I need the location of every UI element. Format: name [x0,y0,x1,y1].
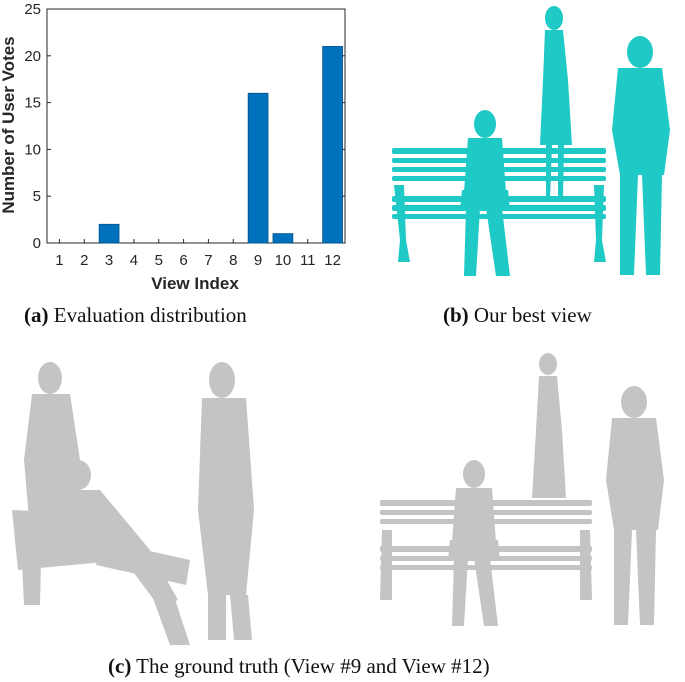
x-tick-labels: 1 2 3 4 5 6 7 8 9 10 11 12 [55,252,341,269]
x-tick-label: 4 [130,252,138,269]
y-tick-label: 0 [33,235,41,252]
x-tick-label: 11 [300,252,316,269]
seated-woman-shape [460,110,510,276]
y-tick-label: 15 [24,95,41,112]
x-tick-label: 6 [179,252,187,269]
chart-bars [98,46,343,244]
bar-view-3 [98,223,120,244]
x-tick-label: 2 [80,252,88,269]
x-tick-label: 7 [204,252,212,269]
x-tick-label: 5 [155,252,163,269]
bar-view-9 [247,92,269,244]
x-tick-label: 1 [55,252,63,269]
ground-truth-view-12-render [380,353,664,626]
standing-woman-shape [540,6,572,200]
caption-c-text: The ground truth (View #9 and View #12) [131,654,490,678]
caption-b-text: Our best view [468,303,592,327]
x-tick-label: 12 [324,252,341,269]
caption-b: (b) Our best view [443,303,592,328]
y-tick-label: 10 [24,141,41,158]
ground-truth-view-9-render [12,362,254,645]
y-tick-labels: 0 5 10 15 20 25 [24,1,41,252]
x-axis-title: View Index [151,274,239,293]
ground-truth-view-9-figures [12,362,254,645]
standing-man-shape [612,36,670,275]
caption-c: (c) The ground truth (View #9 and View #… [108,654,490,679]
x-tick-label: 9 [254,252,262,269]
best-view-render [392,6,670,276]
x-tick-label: 8 [229,252,237,269]
y-tick-label: 5 [33,188,41,205]
y-tick-label: 20 [24,48,41,65]
chart-axes [46,8,346,244]
caption-a-text: Evaluation distribution [48,303,247,327]
ground-truth-view-12-figures [380,353,664,626]
bar-view-12 [322,46,343,244]
caption-a: (a) Evaluation distribution [24,303,247,328]
plot-box [46,8,346,244]
caption-c-letter: (c) [108,654,132,678]
best-view-figures [392,6,670,276]
y-axis-title: Number of User Votes [0,36,18,213]
x-tick-label: 3 [105,252,113,269]
caption-b-letter: (b) [443,303,469,327]
y-tick-label: 25 [24,1,41,18]
caption-a-letter: (a) [24,303,49,327]
bar-view-10 [272,233,294,244]
x-tick-label: 10 [275,252,292,269]
